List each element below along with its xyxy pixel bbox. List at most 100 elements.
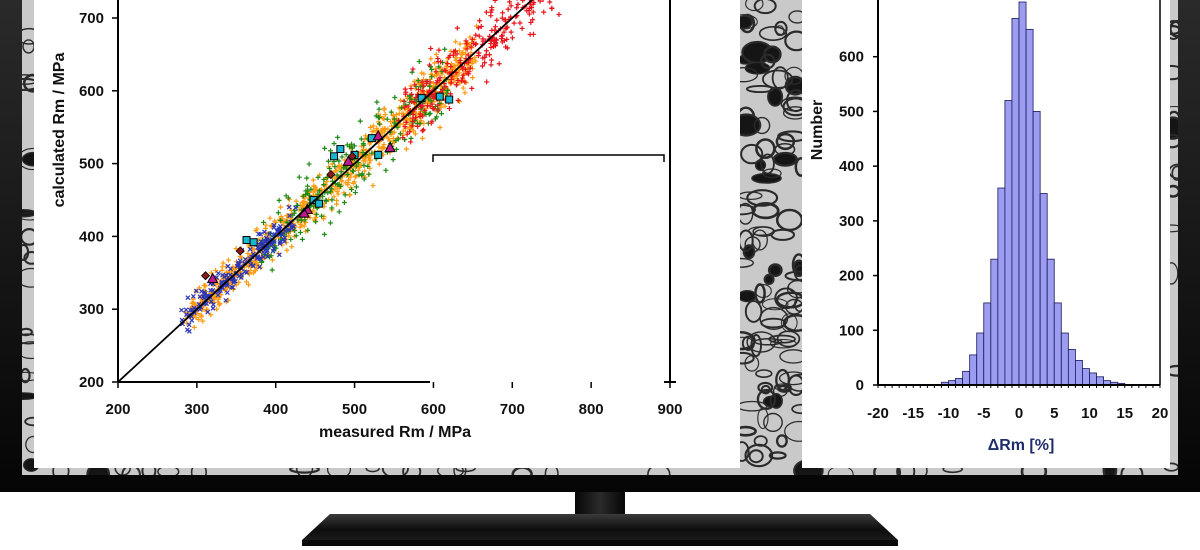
- data-point: [491, 43, 497, 49]
- data-point: [459, 78, 465, 84]
- data-point: [306, 161, 312, 167]
- data-point: [443, 84, 449, 90]
- data-point: [430, 106, 436, 112]
- data-point: [290, 212, 296, 218]
- y-tick-label: 600: [79, 83, 104, 100]
- data-point: [267, 215, 273, 221]
- data-point: [347, 174, 353, 180]
- grain-boundary: [768, 334, 796, 344]
- data-point: [342, 155, 355, 166]
- data-point: [459, 52, 465, 58]
- data-point: [476, 33, 482, 39]
- data-point: [412, 131, 418, 137]
- data-point: [432, 60, 438, 66]
- x-tick-label: 600: [421, 401, 446, 418]
- y-tick-label: 500: [79, 156, 104, 173]
- histogram-bar: [990, 258, 999, 386]
- data-point: [498, 36, 504, 42]
- data-point: [293, 233, 299, 239]
- hist-x-title: ΔRm [%]: [988, 437, 1055, 454]
- data-point: [321, 216, 327, 222]
- data-point: [462, 90, 468, 96]
- data-point: [400, 135, 406, 141]
- histogram-bar: [1004, 100, 1013, 386]
- data-point: [422, 107, 428, 113]
- data-point: [189, 318, 195, 323]
- histogram-bar: [1032, 111, 1041, 386]
- data-point: [395, 136, 401, 142]
- grain-boundary: [774, 20, 788, 36]
- data-point: [403, 146, 409, 152]
- data-point: [468, 44, 474, 50]
- data-point: [438, 105, 444, 111]
- data-point: [470, 75, 476, 81]
- data-point: [351, 143, 357, 149]
- data-point: [303, 188, 309, 194]
- data-point: [488, 57, 494, 63]
- x-tick-label: -10: [938, 405, 960, 422]
- data-point: [464, 41, 470, 47]
- data-point: [366, 171, 372, 177]
- data-point: [288, 236, 294, 242]
- grain-boundary: [769, 338, 797, 349]
- data-point: [243, 279, 249, 285]
- data-point: [368, 157, 374, 163]
- data-point: [470, 40, 476, 46]
- data-point: [371, 128, 377, 134]
- histogram-bar: [1039, 193, 1048, 386]
- data-point: [477, 18, 483, 24]
- data-point: [335, 191, 341, 197]
- data-point: [316, 188, 322, 194]
- data-point: [473, 32, 479, 38]
- data-point: [399, 110, 405, 116]
- data-point: [305, 227, 311, 233]
- data-point: [423, 78, 429, 84]
- data-point: [255, 245, 261, 251]
- data-point: [263, 225, 269, 231]
- data-point: [233, 282, 239, 288]
- data-point: [450, 52, 456, 58]
- data-point: [313, 219, 319, 225]
- x-tick-label: 20: [1152, 405, 1169, 422]
- data-point: [409, 123, 415, 129]
- x-tick-label: 10: [1081, 405, 1098, 422]
- data-point: [334, 172, 340, 178]
- data-point: [508, 29, 514, 35]
- data-point: [405, 103, 411, 109]
- data-point: [242, 256, 248, 262]
- data-point: [421, 83, 427, 89]
- data-point: [454, 82, 460, 88]
- data-point: [254, 226, 260, 232]
- data-point: [276, 197, 282, 203]
- data-point: [419, 80, 425, 86]
- data-point: [412, 82, 418, 88]
- data-point: [458, 55, 464, 61]
- data-point: [232, 278, 238, 284]
- data-point: [499, 15, 505, 21]
- data-point: [186, 322, 192, 328]
- data-point: [384, 141, 396, 153]
- data-point: [420, 88, 426, 94]
- data-point: [211, 295, 217, 301]
- data-point: [451, 76, 457, 82]
- data-point: [305, 183, 311, 189]
- data-point: [355, 167, 361, 173]
- data-point: [425, 103, 431, 109]
- data-point: [504, 25, 510, 31]
- data-point: [328, 186, 334, 192]
- data-point: [257, 242, 262, 248]
- data-point: [358, 136, 364, 142]
- data-point: [435, 56, 441, 62]
- data-point: [267, 231, 273, 237]
- data-point: [436, 64, 442, 70]
- data-point: [556, 12, 562, 18]
- grain-boundary: [781, 313, 798, 333]
- grain-boundary: [22, 367, 31, 384]
- histogram-bar: [1082, 368, 1090, 386]
- grain-boundary: [751, 172, 782, 184]
- x-tick-label: 300: [184, 401, 209, 418]
- data-point: [500, 10, 506, 16]
- data-point: [404, 131, 410, 137]
- data-point: [329, 197, 335, 203]
- data-point: [321, 183, 327, 189]
